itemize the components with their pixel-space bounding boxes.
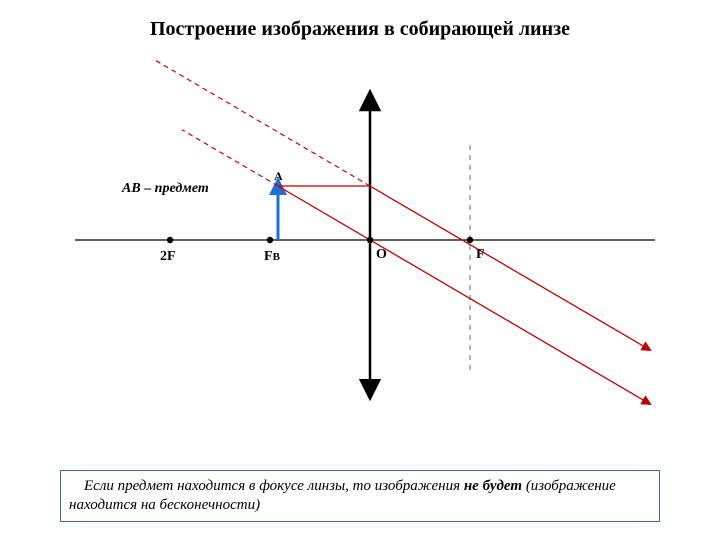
point-O bbox=[367, 237, 373, 243]
page-title: Построение изображения в собирающей линз… bbox=[0, 18, 720, 41]
label-O: O bbox=[376, 247, 387, 262]
caption-emph: не будет bbox=[464, 478, 522, 494]
label-A: A bbox=[274, 169, 283, 183]
ray2-dash bbox=[182, 130, 278, 186]
point-2F bbox=[167, 237, 173, 243]
ray2 bbox=[278, 186, 650, 404]
caption-part1: Если предмет находится в фокусе линзы, т… bbox=[84, 478, 464, 494]
label-object: АВ – предмет bbox=[121, 181, 209, 196]
ray1-seg2 bbox=[370, 186, 650, 350]
point-F-right bbox=[467, 237, 473, 243]
diagram-svg: 2F FB O F A АВ – предмет bbox=[60, 60, 660, 440]
ray1-dash bbox=[140, 60, 370, 186]
point-F-left bbox=[267, 237, 273, 243]
optics-diagram: 2F FB O F A АВ – предмет bbox=[60, 60, 660, 440]
label-2F: 2F bbox=[160, 249, 176, 264]
caption-indent bbox=[69, 478, 84, 494]
label-F-right: F bbox=[476, 247, 485, 262]
label-F-left: FB bbox=[264, 249, 281, 264]
caption-box: Если предмет находится в фокусе линзы, т… bbox=[60, 470, 660, 522]
